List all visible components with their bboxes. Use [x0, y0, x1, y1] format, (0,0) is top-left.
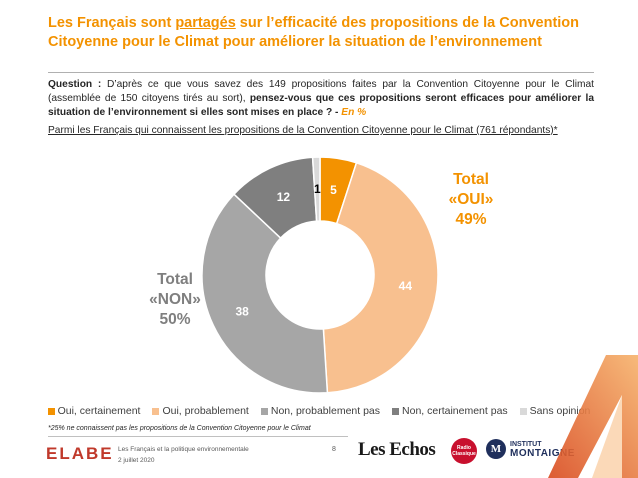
header-divider	[48, 72, 594, 73]
legend-label: Sans opinion	[529, 405, 591, 417]
institut-montaigne-icon: M	[486, 439, 506, 459]
footnote: *25% ne connaissent pas les propositions…	[48, 425, 311, 432]
question-block: Question : D’après ce que vous savez des…	[48, 78, 594, 120]
legend-item-non-certainement-pas: Non, certainement pas	[392, 405, 508, 417]
title-text-start: Les Français sont	[48, 15, 176, 31]
data-label-oui-probablement: 44	[399, 279, 413, 293]
donut-chart: 5 44 38 12 1	[201, 156, 439, 394]
document-title: Les Français et la politique environneme…	[118, 446, 249, 453]
slice-sans-opinion	[311, 156, 321, 222]
decorative-a-shape	[548, 355, 638, 478]
total-oui-label: Total	[453, 171, 489, 188]
population-note: Parmi les Français qui connaissent les p…	[48, 125, 558, 136]
legend-label: Non, probablement pas	[270, 405, 381, 417]
title-text-end: sur l’efficacité des propositions de la …	[48, 15, 580, 50]
question-label: Question :	[48, 79, 102, 90]
total-oui-title: «OUI»	[448, 191, 494, 208]
legend-label: Oui, certainement	[57, 405, 141, 417]
total-non-label: Total	[157, 271, 193, 288]
question-text-bold: pensez-vous que ces propositions seront …	[48, 93, 594, 118]
elabe-logo: ELABE	[46, 444, 114, 463]
slice-non-probablement-pas	[201, 193, 329, 394]
legend-swatch	[260, 407, 268, 415]
legend-label: Oui, probablement	[162, 405, 249, 417]
question-unit: En %	[338, 107, 367, 118]
title-emphasis: partagés	[175, 15, 236, 31]
legend-item-non-probablement-pas: Non, probablement pas	[260, 405, 381, 417]
data-label-non-certainement-pas: 12	[277, 190, 291, 204]
les-echos-logo: Les Echos	[358, 439, 436, 460]
total-non: Total «NON» 50%	[140, 270, 210, 330]
slice-oui-probablement	[322, 161, 439, 394]
institut-montaigne-logo: INSTITUT MONTAIGNE	[510, 440, 575, 459]
radio-classique-logo: Radio Classique	[451, 438, 477, 464]
legend-swatch	[152, 407, 160, 415]
data-label-sans-opinion: 1	[314, 182, 321, 196]
legend-swatch	[392, 407, 400, 415]
document-date: 2 juillet 2020	[118, 457, 155, 464]
legend-item-oui-probablement: Oui, probablement	[152, 405, 249, 417]
chart-legend: Oui, certainement Oui, probablement Non, p…	[0, 405, 638, 417]
legend-item-sans-opinion: Sans opinion	[519, 405, 591, 417]
page-number: 8	[332, 446, 336, 453]
legend-swatch	[47, 407, 55, 415]
total-oui-value: 49%	[455, 211, 487, 228]
total-non-value: 50%	[159, 311, 191, 328]
data-label-non-probablement-pas: 38	[236, 305, 250, 319]
footer-divider	[48, 436, 348, 437]
institut-montaigne-line2: MONTAIGNE	[510, 448, 575, 459]
legend-swatch	[519, 407, 527, 415]
legend-label: Non, certainement pas	[402, 405, 508, 417]
question-text: D’après ce que vous savez des 149 propos…	[48, 79, 594, 104]
data-label-oui-certainement: 5	[330, 183, 337, 197]
page-title: Les Français sont partagés sur l’efficac…	[48, 14, 608, 52]
total-oui: Total «OUI» 49%	[436, 170, 506, 230]
legend-item-oui-certainement: Oui, certainement	[47, 405, 141, 417]
institut-montaigne-line1: INSTITUT	[510, 441, 542, 448]
total-non-title: «NON»	[149, 291, 201, 308]
